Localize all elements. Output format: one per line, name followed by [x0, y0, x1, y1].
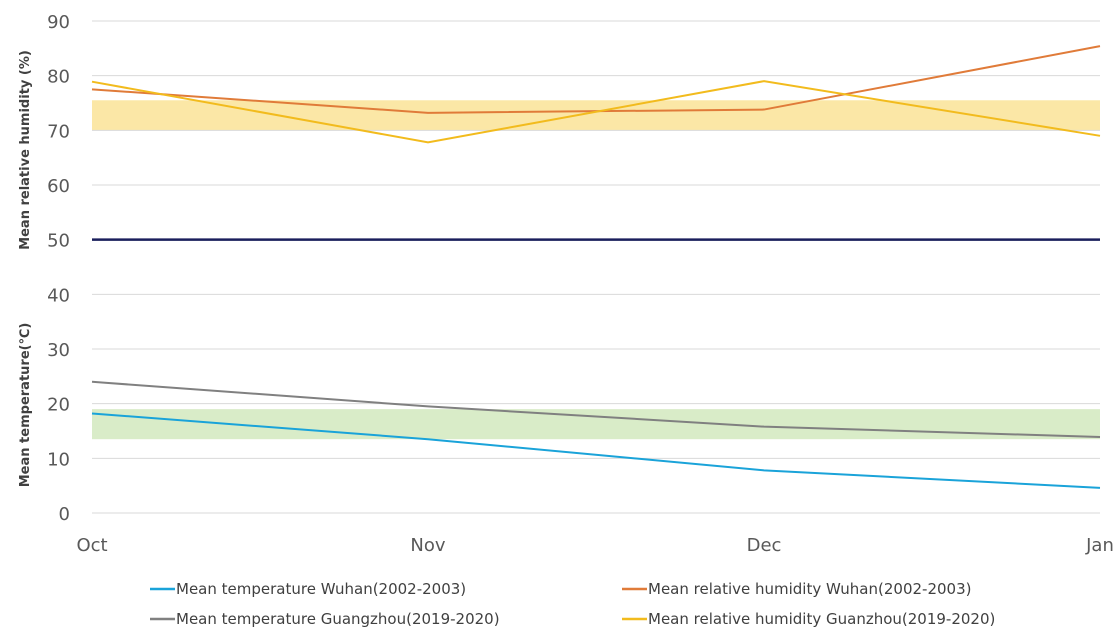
- y-tick-label: 50: [47, 231, 70, 252]
- y-tick-label: 90: [47, 12, 70, 33]
- legend-item: Mean temperature Guangzhou(2019-2020): [150, 610, 500, 628]
- x-axis-ticks: Oct Nov Dec Jan: [76, 535, 1113, 556]
- x-tick-label: Jan: [1085, 535, 1114, 556]
- series-line-0: [91, 412, 1101, 489]
- series-lines: [91, 45, 1101, 489]
- series-line-2: [91, 380, 1101, 439]
- legend-label: Mean relative humidity Guanzhou(2019-202…: [648, 610, 995, 628]
- band-0: [92, 100, 1100, 131]
- legend-item: Mean temperature Wuhan(2002-2003): [150, 580, 466, 598]
- y-tick-label: 80: [47, 67, 70, 88]
- y-tick-label: 20: [47, 395, 70, 416]
- legend-item: Mean relative humidity Guanzhou(2019-202…: [622, 610, 995, 628]
- y-tick-label: 60: [47, 176, 70, 197]
- y-tick-label: 40: [47, 285, 70, 306]
- reference-bands: [92, 100, 1100, 440]
- legend-item: Mean relative humidity Wuhan(2002-2003): [622, 580, 971, 598]
- x-tick-label: Nov: [410, 535, 445, 556]
- y-tick-label: 70: [47, 121, 70, 142]
- y-axis-label-temperature: Mean temperature(℃): [18, 323, 33, 488]
- legend-label: Mean temperature Guangzhou(2019-2020): [176, 610, 500, 628]
- series-line-3: [91, 80, 1101, 144]
- y-axis-label-humidity: Mean relative humidity (%): [18, 50, 33, 250]
- y-tick-label: 10: [47, 449, 70, 470]
- band-1: [92, 409, 1100, 440]
- legend-label: Mean temperature Wuhan(2002-2003): [176, 580, 466, 598]
- legend-label: Mean relative humidity Wuhan(2002-2003): [648, 580, 971, 598]
- y-tick-label: 0: [59, 504, 70, 525]
- y-tick-label: 30: [47, 340, 70, 361]
- x-tick-label: Dec: [747, 535, 782, 556]
- y-axis-ticks: 0 10 20 30 40 50 60 70 80 90: [47, 12, 70, 525]
- x-tick-label: Oct: [76, 535, 107, 556]
- legend: Mean temperature Wuhan(2002-2003) Mean re…: [150, 580, 995, 628]
